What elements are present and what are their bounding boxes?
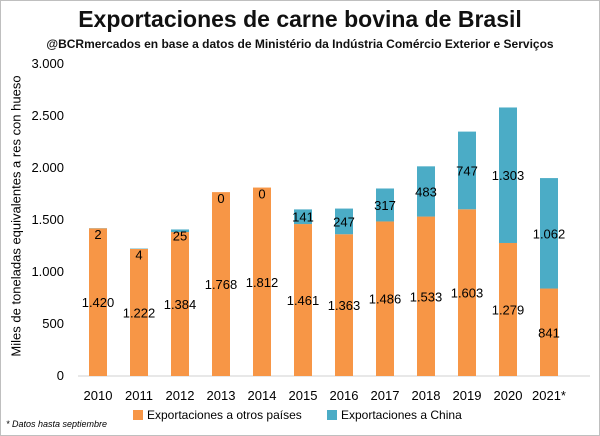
data-label-otros: 1.486	[369, 292, 402, 307]
bar-otros	[212, 192, 230, 376]
data-label-china: 1.303	[492, 168, 525, 183]
bar-otros	[458, 209, 476, 376]
data-label-otros: 1.812	[246, 275, 279, 290]
bar-otros	[294, 224, 312, 376]
chart-title: Exportaciones de carne bovina de Brasil	[78, 6, 522, 32]
data-label-otros: 1.279	[492, 302, 525, 317]
data-label-china: 747	[456, 163, 478, 178]
bar-china	[417, 166, 435, 217]
data-label-china: 25	[173, 228, 187, 243]
bar-china	[499, 107, 517, 243]
bar-china	[540, 178, 558, 289]
data-label-china: 1.062	[533, 226, 566, 241]
x-tick-label: 2018	[412, 388, 441, 403]
legend-item-china: Exportaciones a China	[327, 408, 462, 422]
y-tick-label: 3.000	[31, 56, 64, 71]
x-tick-label: 2016	[330, 388, 359, 403]
data-label-otros: 1.222	[123, 305, 156, 320]
data-label-otros: 1.533	[410, 289, 443, 304]
bar-china	[335, 208, 353, 235]
x-tick-label: 2015	[289, 388, 318, 403]
legend-item-otros: Exportaciones a otros países	[133, 408, 302, 422]
data-label-otros: 1.363	[328, 298, 361, 313]
data-label-china: 317	[374, 198, 396, 213]
y-tick-label: 1.500	[31, 212, 64, 227]
legend: Exportaciones a otros países Exportacion…	[0, 408, 600, 426]
data-label-china: 2	[94, 227, 101, 242]
x-tick-label: 2019	[453, 388, 482, 403]
bar-otros	[335, 234, 353, 376]
x-tick-label: 2010	[84, 388, 113, 403]
x-tick-label: 2021*	[532, 388, 566, 403]
bar-otros	[130, 248, 148, 376]
data-label-otros: 1.420	[82, 295, 115, 310]
x-tick-label: 2020	[494, 388, 523, 403]
bar-otros	[89, 228, 107, 376]
y-tick-label: 2.000	[31, 160, 64, 175]
legend-label-china: Exportaciones a China	[341, 408, 462, 422]
legend-swatch-otros	[133, 410, 143, 420]
x-tick-label: 2017	[371, 388, 400, 403]
bar-china	[294, 209, 312, 225]
data-label-china: 141	[292, 210, 314, 225]
y-tick-label: 0	[57, 368, 64, 383]
data-label-otros: 1.461	[287, 293, 320, 308]
bar-otros	[499, 242, 517, 376]
bar-otros	[540, 288, 558, 376]
data-label-china: 247	[333, 214, 355, 229]
data-label-otros: 1.768	[205, 277, 238, 292]
chart-subtitle: @BCRmercados en base a datos de Ministér…	[46, 37, 554, 51]
bar-china	[376, 188, 394, 222]
data-label-china: 483	[415, 184, 437, 199]
y-tick-label: 500	[42, 316, 64, 331]
data-label-china: 4	[135, 247, 142, 262]
data-label-otros: 1.603	[451, 286, 484, 301]
x-tick-label: 2011	[125, 388, 153, 403]
bar-china	[171, 229, 189, 233]
bar-otros	[171, 232, 189, 376]
data-label-otros: 841	[538, 325, 560, 340]
x-tick-label: 2013	[207, 388, 236, 403]
legend-swatch-china	[327, 410, 337, 420]
y-tick-label: 2.500	[31, 108, 64, 123]
x-tick-label: 2014	[248, 388, 277, 403]
data-label-china: 0	[258, 187, 265, 202]
bar-otros	[253, 187, 271, 376]
data-label-china: 0	[217, 191, 224, 206]
legend-label-otros: Exportaciones a otros países	[147, 408, 302, 422]
x-tick-label: 2012	[166, 388, 195, 403]
data-label-otros: 1.384	[164, 297, 197, 312]
bar-otros	[376, 221, 394, 376]
bar-china	[458, 131, 476, 210]
y-tick-label: 1.000	[31, 264, 64, 279]
bar-otros	[417, 216, 435, 376]
footnote: * Datos hasta septiembre	[6, 419, 108, 429]
